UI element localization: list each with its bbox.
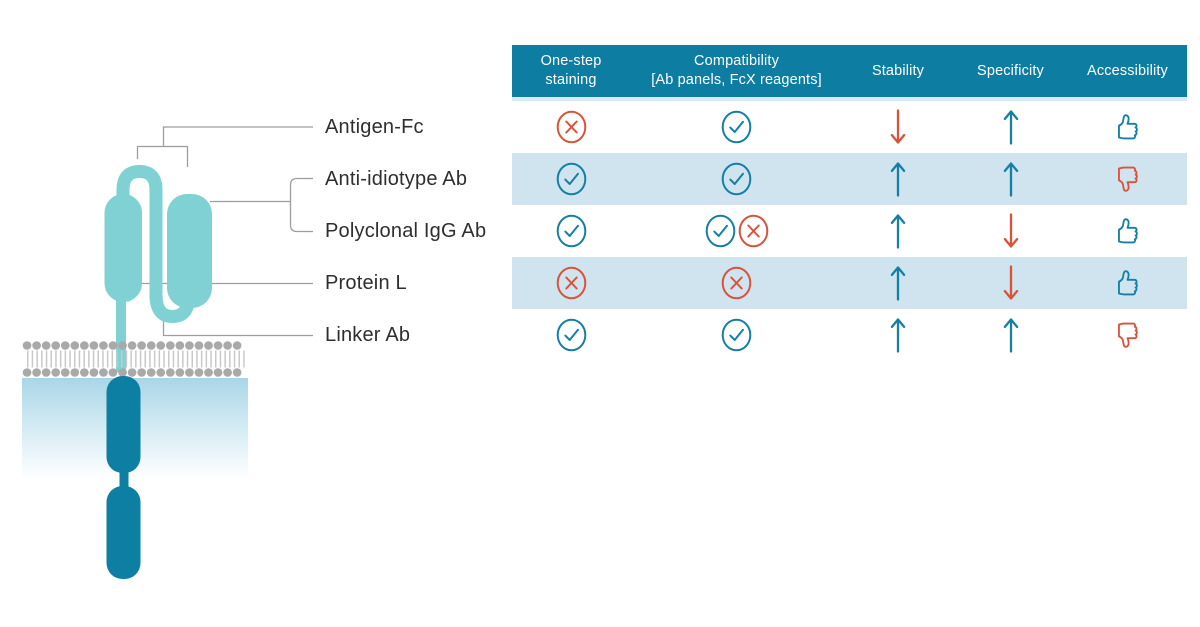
arrow-down-icon [1003,212,1019,250]
arrow-down-icon [1003,264,1019,302]
arrow-down-icon [890,108,906,146]
arrow-up-icon [1003,316,1019,354]
car-receptor-diagram [22,126,313,579]
check-circle-icon [556,162,587,196]
header-line: Specificity [977,62,1044,79]
cross-circle-icon [556,266,587,300]
thumbs-up-icon [1111,216,1144,247]
check-circle-icon [721,318,752,352]
row-label-protein-l: Protein L [325,272,407,294]
table-cell [953,264,1068,302]
table-cell [953,212,1068,250]
check-circle-icon [556,214,587,248]
scfv-linker-loop [116,164,196,324]
table-cell [843,212,953,250]
table-cell [843,108,953,146]
header-line: Stability [871,62,925,79]
scfv-right-domain [167,194,212,308]
intracellular-segment-1 [106,376,141,473]
row-label-polyclonal-igg-ab: Polyclonal IgG Ab [325,219,487,242]
table-cell [512,162,630,196]
table-cell [1068,164,1187,195]
table-cell [512,110,630,144]
table-cell [843,264,953,302]
anti-idiotype-polyclonal-bracket [289,177,313,233]
table-cell [512,214,630,248]
table-cell [512,266,630,300]
header-line: staining [545,72,597,88]
intracellular-segment-2 [106,486,141,579]
cell-membrane [22,341,250,377]
check-circle-icon [721,162,752,196]
arrow-up-icon [890,212,906,250]
header-underline-strip [512,97,1187,101]
table-cell [1068,216,1187,247]
arrow-up-icon [890,264,906,302]
arrow-up-icon [1003,108,1019,146]
header-line: [Ab panels, FcX reagents] [651,72,822,88]
check-circle-icon [556,318,587,352]
table-cell [843,160,953,198]
header-stability: Stability [843,62,953,81]
table-cell [630,110,843,144]
arrow-up-icon [1003,160,1019,198]
table-cell [953,160,1068,198]
linker-ab-connector [162,315,313,337]
thumbs-down-icon [1111,320,1144,351]
thumbs-down-icon [1111,164,1144,195]
table-header: One-step staining Compatibility [Ab pane… [512,45,1187,97]
table-cell [953,108,1068,146]
cross-circle-icon [721,266,752,300]
table-cell [512,318,630,352]
table-cell [953,316,1068,354]
comparison-table: One-step staining Compatibility [Ab pane… [512,45,1187,361]
row-label-linker-ab: Linker Ab [325,324,411,346]
table-cell [1068,320,1187,351]
thumbs-up-icon [1111,268,1144,299]
table-cell [630,318,843,352]
header-specificity: Specificity [953,62,1068,81]
table-cell [1068,112,1187,143]
header-compatibility: Compatibility [Ab panels, FcX reagents] [630,52,843,89]
arrow-up-icon [890,316,906,354]
antigen-fc-bracket [136,145,189,167]
scfv-left-domain [104,194,142,302]
cross-circle-icon [556,110,587,144]
arrow-up-icon [890,160,906,198]
header-accessibility: Accessibility [1068,62,1187,81]
check-circle-icon [721,110,752,144]
header-line: One-step [540,53,602,70]
table-cell [630,162,843,196]
table-cell [630,266,843,300]
table-cell [1068,268,1187,299]
thumbs-up-icon [1111,112,1144,143]
antigen-fc-connector [162,126,313,147]
intracellular-domains [106,376,141,579]
check-and-cross-circle-icons [705,214,769,248]
table-row-protein-l [512,257,1187,309]
table-cell [843,316,953,354]
header-line: Accessibility [1087,62,1168,79]
table-row-linker-ab [512,309,1187,361]
table-row-antigen-fc [512,101,1187,153]
header-one-step-staining: One-step staining [512,52,630,89]
row-label-anti-idiotype-ab: Anti-idiotype Ab [325,168,468,190]
row-label-antigen-fc: Antigen-Fc [325,115,424,138]
header-line: Compatibility [694,53,779,70]
intracellular-segment-neck [119,466,129,492]
table-row-anti-idiotype-ab [512,153,1187,205]
table-cell [630,214,843,248]
table-row-polyclonal-igg-ab [512,205,1187,257]
